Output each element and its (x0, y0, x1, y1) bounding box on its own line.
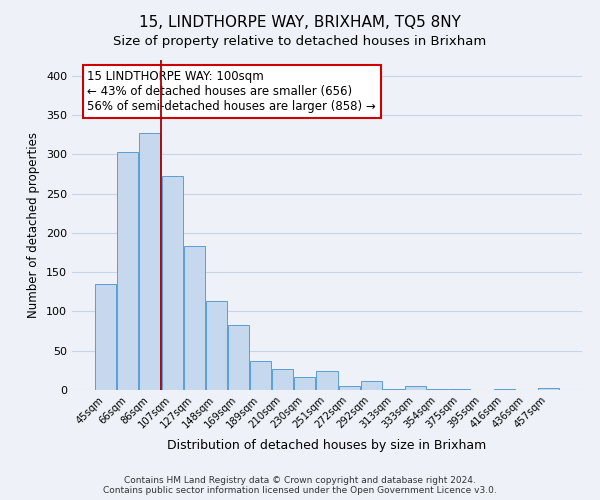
Bar (361, 382, 382, 390)
Text: Contains HM Land Registry data © Crown copyright and database right 2024.
Contai: Contains HM Land Registry data © Crown c… (103, 476, 497, 495)
Bar (228, 325, 249, 390)
Bar (95, 284, 116, 390)
Bar (538, 388, 559, 390)
Y-axis label: Number of detached properties: Number of detached properties (28, 132, 40, 318)
Bar (161, 176, 182, 390)
Bar (405, 386, 426, 390)
X-axis label: Distribution of detached houses by size in Brixham: Distribution of detached houses by size … (167, 439, 487, 452)
Text: 15, LINDTHORPE WAY, BRIXHAM, TQ5 8NY: 15, LINDTHORPE WAY, BRIXHAM, TQ5 8NY (139, 15, 461, 30)
Text: 15 LINDTHORPE WAY: 100sqm
← 43% of detached houses are smaller (656)
56% of semi: 15 LINDTHORPE WAY: 100sqm ← 43% of detac… (88, 70, 376, 113)
Bar (449, 389, 470, 390)
Bar (494, 389, 515, 390)
Text: Size of property relative to detached houses in Brixham: Size of property relative to detached ho… (113, 35, 487, 48)
Bar (118, 152, 139, 390)
Bar (206, 301, 227, 390)
Bar (184, 246, 205, 390)
Bar (272, 369, 293, 390)
Bar (139, 133, 160, 390)
Bar (427, 389, 448, 390)
Bar (295, 376, 316, 390)
Bar (383, 389, 404, 390)
Bar (338, 386, 359, 390)
Bar (316, 371, 338, 390)
Bar (250, 361, 271, 390)
